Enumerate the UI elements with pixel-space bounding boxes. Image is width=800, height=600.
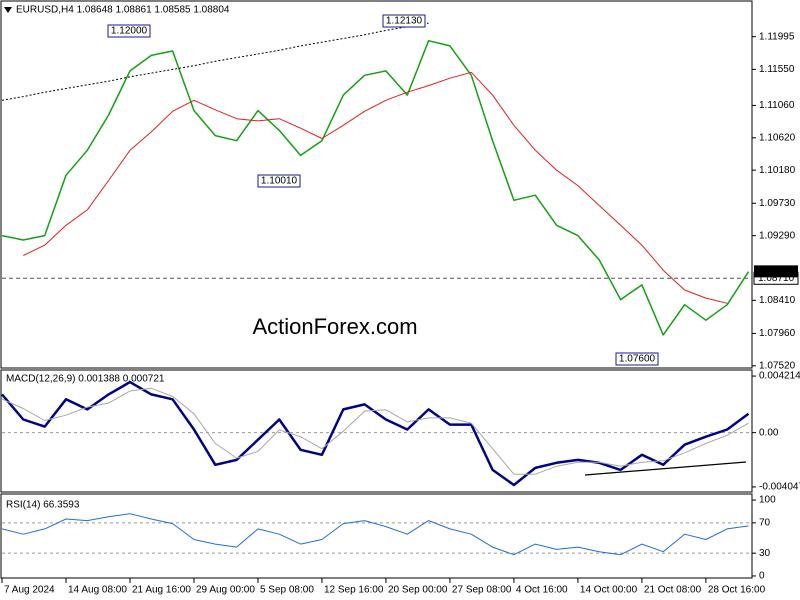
y-tick-label: 1.07960 (759, 328, 796, 339)
last-price-label: 1.08804 (758, 266, 795, 277)
x-tick-label: 14 Aug 08:00 (68, 585, 127, 596)
annotation-box (382, 14, 426, 28)
trend-line (584, 461, 747, 476)
y-tick-label: 1.11550 (759, 64, 795, 75)
x-tick-label: 12 Sep 16:00 (324, 585, 384, 596)
series-line (1, 39, 750, 336)
series-line (1, 387, 749, 475)
y-tick-label: 70 (759, 517, 771, 528)
y-tick-label: 1.11995 (759, 31, 795, 42)
x-tick-label: 28 Oct 16:00 (708, 585, 766, 596)
y-tick-label: 1.09730 (759, 198, 796, 209)
series-line (1, 380, 750, 487)
annotation-box (107, 24, 151, 38)
y-tick-label: 0.00 (759, 427, 779, 438)
last-price-box (754, 265, 798, 278)
annotation: 1.12000 (111, 26, 148, 37)
macd-panel (0, 369, 753, 493)
annotation: 1.10010 (261, 176, 298, 187)
chart-title: EURUSD,H4 1.08648 1.08861 1.08585 1.0880… (16, 5, 230, 16)
x-tick-label: 4 Oct 16:00 (516, 585, 568, 596)
macd-title: MACD(12,26,9) 0.001388 0.000721 (6, 374, 165, 385)
series-line (1, 513, 749, 556)
rsi-panel (0, 493, 753, 579)
watermark: ActionForex.com (252, 314, 417, 339)
y-tick-label: 1.07520 (759, 360, 796, 371)
rsi-title: RSI(14) 66.3593 (6, 500, 80, 511)
price-line-label: 1.08710 (758, 273, 795, 284)
x-tick-label: 7 Aug 2024 (4, 585, 55, 596)
x-tick-label: 14 Oct 00:00 (580, 585, 638, 596)
y-tick-label: 1.10620 (759, 132, 796, 143)
menu-triangle (4, 7, 12, 13)
y-tick-label: 1.08410 (759, 295, 796, 306)
y-tick-label: -0.004047 (759, 482, 800, 493)
y-tick-label: 1.10180 (759, 165, 796, 176)
x-tick-label: 20 Sep 00:00 (388, 585, 448, 596)
series-line (1, 22, 429, 101)
series-line (23, 71, 728, 304)
main-panel (0, 0, 753, 369)
annotation-box (615, 352, 659, 366)
x-tick-label: 27 Sep 08:00 (452, 585, 512, 596)
annotation: 1.12130 (386, 16, 423, 27)
y-tick-label: 30 (759, 548, 771, 559)
x-tick-label: 29 Aug 00:00 (196, 585, 255, 596)
x-tick-label: 21 Oct 08:00 (644, 585, 702, 596)
x-tick-label: 21 Aug 16:00 (132, 585, 191, 596)
y-tick-label: 1.11060 (759, 100, 795, 111)
annotation-box (257, 174, 301, 188)
y-tick-label: 1.09290 (759, 230, 796, 241)
y-tick-label: 0 (759, 571, 765, 582)
annotation: 1.07600 (619, 354, 656, 365)
y-tick-label: 0.004214 (759, 371, 800, 382)
x-tick-label: 5 Sep 08:00 (260, 585, 314, 596)
y-tick-label: 100 (759, 495, 776, 506)
